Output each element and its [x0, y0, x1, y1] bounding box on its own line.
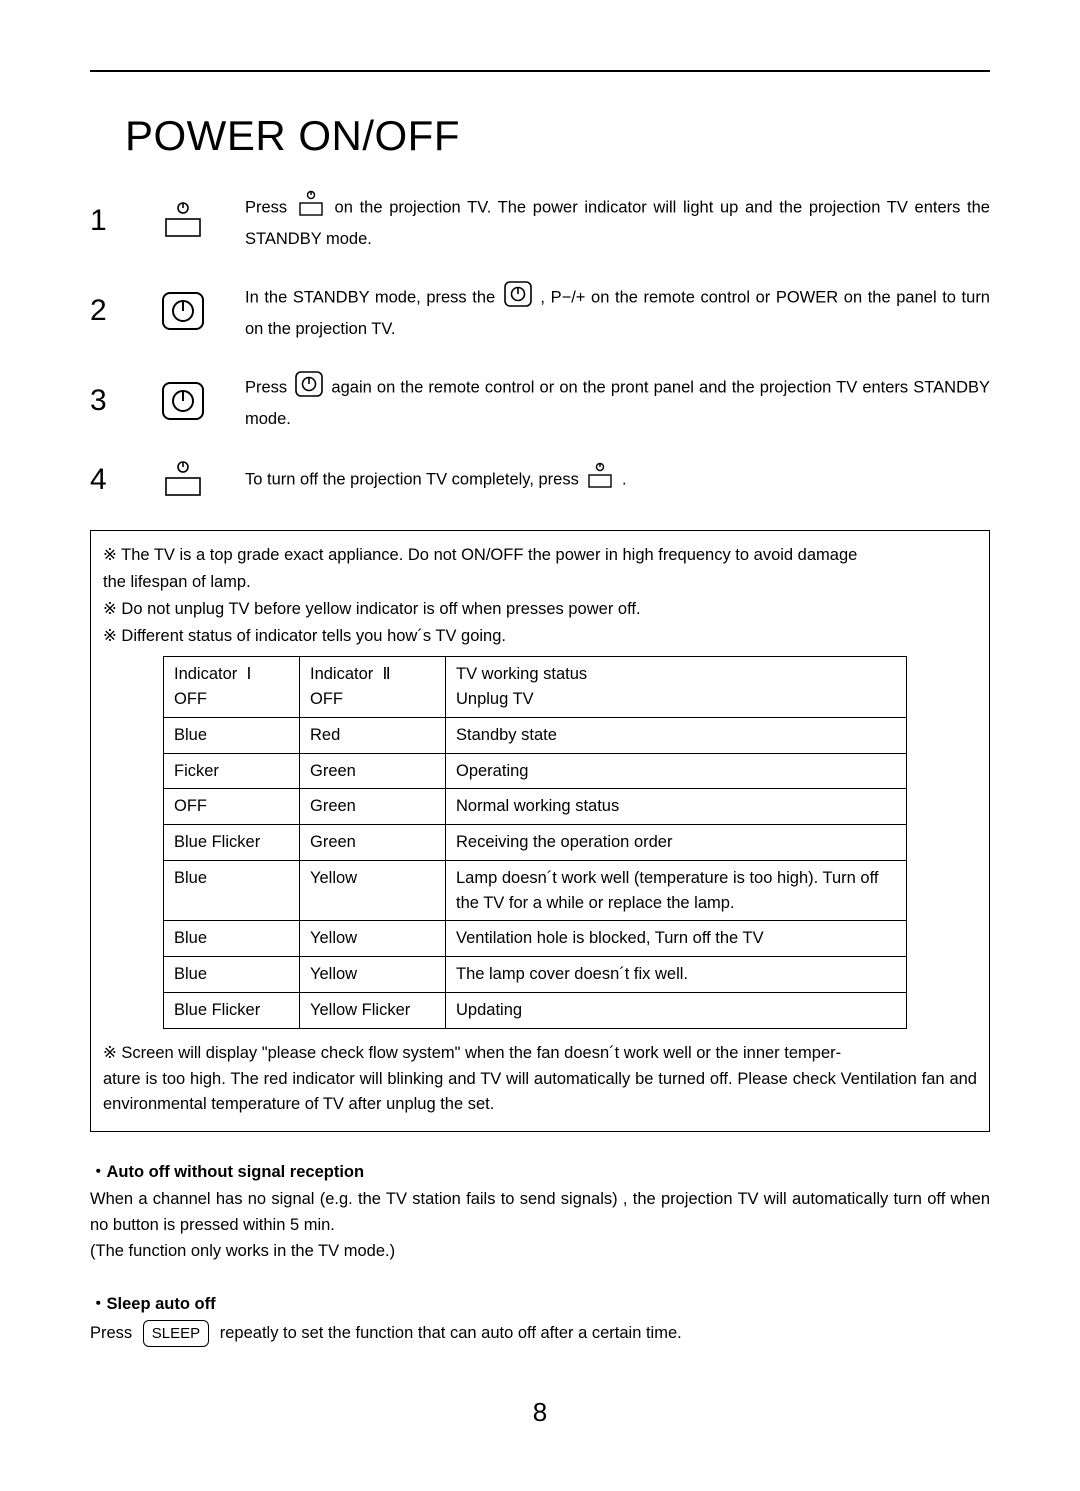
text-fragment: Press [245, 199, 294, 217]
section-body: (The function only works in the TV mode.… [90, 1239, 990, 1265]
note-line: ature is too high. The red indicator wil… [103, 1067, 977, 1117]
step-number: 2 [90, 294, 140, 328]
table-cell: Blue Flicker [164, 825, 300, 861]
table-cell: Updating [446, 992, 907, 1028]
step-3: 3 Press again on the remote con [90, 370, 990, 432]
note-line: the lifespan of lamp. [103, 570, 977, 595]
table-cell: Ventilation hole is blocked, Turn off th… [446, 921, 907, 957]
table-cell: Blue Flicker [164, 992, 300, 1028]
note-line: ※ Screen will display "please check flow… [103, 1041, 977, 1066]
table-cell: Green [300, 789, 446, 825]
step-text: To turn off the projection TV completely… [245, 462, 990, 499]
text-fragment: . [622, 471, 627, 489]
table-cell: Red [300, 717, 446, 753]
table-header: Indicator ⅠOFF [164, 657, 300, 718]
standby-small-icon [294, 370, 324, 407]
section-body: When a channel has no signal (e.g. the T… [90, 1187, 990, 1238]
table-cell: Yellow [300, 921, 446, 957]
power-switch-small-icon [585, 462, 615, 499]
notes-box: ※ The TV is a top grade exact appliance.… [90, 530, 990, 1132]
text-fragment: In the STANDBY mode, press the [245, 289, 501, 307]
power-switch-small-icon [296, 190, 326, 227]
table-cell: Blue [164, 957, 300, 993]
sleep-button: SLEEP [143, 1320, 209, 1347]
text-fragment: repeatly to set the function that can au… [220, 1324, 682, 1342]
table-cell: Blue [164, 860, 300, 921]
standby-button-icon [140, 289, 225, 333]
sleep-section: ・Sleep auto off Press SLEEP repeatly to … [90, 1292, 990, 1347]
standby-button-icon [140, 379, 225, 423]
step-number: 3 [90, 384, 140, 418]
table-cell: The lamp cover doesn´t fix well. [446, 957, 907, 993]
step-text: In the STANDBY mode, press the , P−/+ on… [245, 280, 990, 342]
table-row: BlueYellowLamp doesn´t work well (temper… [164, 860, 907, 921]
step-2: 2 In the STANDBY mode, press the [90, 280, 990, 342]
section-title: ・Sleep auto off [90, 1292, 990, 1318]
power-switch-icon [140, 460, 225, 500]
step-number: 1 [90, 204, 140, 238]
page-title: POWER ON/OFF [125, 112, 990, 160]
text-fragment: Press [90, 1324, 132, 1342]
table-row: BlueYellowThe lamp cover doesn´t fix wel… [164, 957, 907, 993]
text-fragment: again on the remote control or on the pr… [245, 379, 990, 428]
table-cell: Normal working status [446, 789, 907, 825]
page-content: POWER ON/OFF 1 Press [0, 0, 1080, 1478]
text-fragment: on the projection TV. The power indicato… [245, 199, 990, 248]
indicator-status-table: Indicator ⅠOFF Indicator ⅡOFF TV working… [163, 656, 907, 1028]
note-line: ※ The TV is a top grade exact appliance.… [103, 543, 977, 568]
table-cell: Ficker [164, 753, 300, 789]
standby-small-icon [503, 280, 533, 317]
step-4: 4 To turn off the projection TV complete… [90, 460, 990, 500]
note-line: ※ Different status of indicator tells yo… [103, 624, 977, 649]
text-fragment: Press [245, 379, 292, 397]
table-row: BlueRedStandby state [164, 717, 907, 753]
table-header: TV working statusUnplug TV [446, 657, 907, 718]
step-text: Press on the projection TV. The power in… [245, 190, 990, 252]
text-fragment: To turn off the projection TV completely… [245, 471, 583, 489]
table-row: BlueYellowVentilation hole is blocked, T… [164, 921, 907, 957]
table-row: Blue FlickerYellow FlickerUpdating [164, 992, 907, 1028]
power-switch-icon [140, 201, 225, 241]
table-cell: Blue [164, 717, 300, 753]
table-cell: Green [300, 825, 446, 861]
note-line: ※ Do not unplug TV before yellow indicat… [103, 597, 977, 622]
page-number: 8 [90, 1397, 990, 1428]
auto-off-section: ・Auto off without signal reception When … [90, 1160, 990, 1264]
table-row: Blue FlickerGreenReceiving the operation… [164, 825, 907, 861]
table-cell: Green [300, 753, 446, 789]
step-text: Press again on the remote control or on … [245, 370, 990, 432]
step-number: 4 [90, 463, 140, 497]
table-header-row: Indicator ⅠOFF Indicator ⅡOFF TV working… [164, 657, 907, 718]
section-title: ・Auto off without signal reception [90, 1160, 990, 1186]
table-cell: Yellow [300, 860, 446, 921]
steps-list: 1 Press on the projection TV. T [90, 190, 990, 500]
table-cell: Yellow [300, 957, 446, 993]
top-rule [90, 70, 990, 72]
table-cell: Receiving the operation order [446, 825, 907, 861]
section-body: Press SLEEP repeatly to set the function… [90, 1320, 990, 1347]
step-1: 1 Press on the projection TV. T [90, 190, 990, 252]
table-cell: OFF [164, 789, 300, 825]
table-cell: Operating [446, 753, 907, 789]
table-row: OFFGreenNormal working status [164, 789, 907, 825]
table-cell: Yellow Flicker [300, 992, 446, 1028]
table-cell: Lamp doesn´t work well (temperature is t… [446, 860, 907, 921]
table-cell: Standby state [446, 717, 907, 753]
table-cell: Blue [164, 921, 300, 957]
table-header: Indicator ⅡOFF [300, 657, 446, 718]
table-row: FickerGreenOperating [164, 753, 907, 789]
